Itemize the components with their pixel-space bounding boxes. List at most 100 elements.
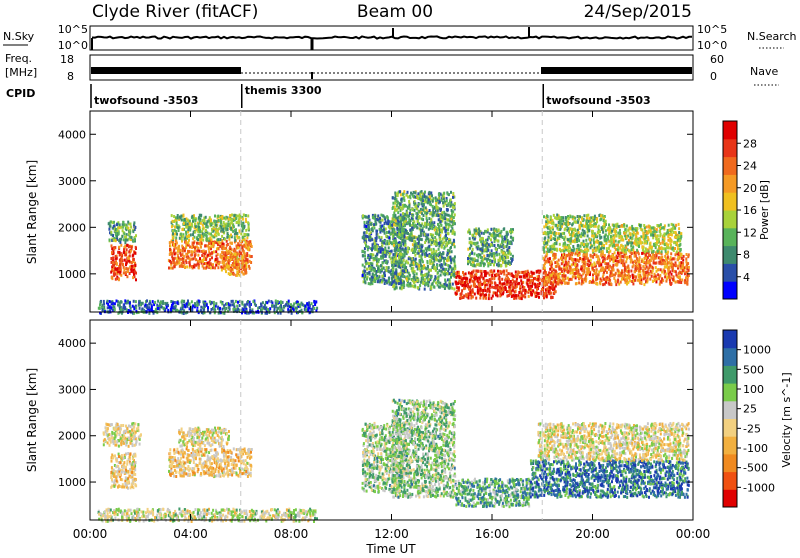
- data-cell: [406, 194, 408, 197]
- data-cell: [538, 271, 540, 274]
- data-cell: [403, 190, 405, 193]
- data-cell: [389, 240, 391, 243]
- data-cell: [632, 276, 634, 279]
- data-cell: [402, 216, 404, 219]
- data-cell: [115, 255, 117, 258]
- data-cell: [403, 205, 405, 208]
- data-cell: [541, 288, 543, 291]
- data-cell: [429, 269, 431, 272]
- data-cell: [504, 286, 506, 289]
- data-cell: [187, 222, 189, 225]
- data-cell: [444, 221, 446, 224]
- data-cell: [452, 192, 454, 195]
- data-cell: [111, 276, 113, 279]
- data-cell: [393, 229, 395, 232]
- data-cell: [613, 274, 615, 277]
- data-cell: [647, 268, 649, 271]
- data-cell: [632, 274, 634, 277]
- data-cell: [235, 260, 237, 263]
- data-cell: [111, 244, 113, 247]
- data-cell: [623, 259, 625, 262]
- data-cell: [247, 221, 249, 224]
- data-cell: [647, 279, 649, 282]
- data-cell: [420, 224, 422, 227]
- data-cell: [525, 289, 527, 292]
- data-cell: [169, 253, 171, 256]
- data-cell: [496, 253, 498, 256]
- data-cell: [491, 274, 493, 277]
- data-cell: [396, 279, 398, 282]
- data-cell: [440, 220, 442, 223]
- data-cell: [532, 272, 534, 275]
- data-cell: [179, 262, 181, 265]
- data-cell: [179, 237, 181, 240]
- data-cell: [497, 263, 499, 266]
- data-cell: [451, 250, 453, 253]
- data-cell: [440, 253, 442, 256]
- data-cell: [242, 227, 244, 230]
- data-cell: [634, 279, 636, 282]
- data-cell: [600, 278, 602, 281]
- data-cell: [562, 254, 564, 257]
- data-cell: [238, 236, 240, 239]
- data-cell: [379, 231, 381, 234]
- data-cell: [579, 276, 581, 279]
- data-cell: [473, 285, 475, 288]
- data-cell: [536, 288, 538, 291]
- data-cell: [202, 227, 204, 230]
- data-cell: [475, 229, 477, 232]
- data-cell: [236, 232, 238, 235]
- data-cell: [398, 244, 400, 247]
- data-cell: [487, 246, 489, 249]
- data-cell: [216, 241, 218, 244]
- data-cell: [494, 237, 496, 240]
- data-cell: [407, 232, 409, 235]
- data-cell: [109, 225, 111, 228]
- data-cell: [376, 263, 378, 266]
- data-cell: [377, 277, 379, 280]
- data-cell: [362, 254, 364, 257]
- data-cell: [506, 232, 508, 235]
- data-cell: [444, 216, 446, 219]
- data-cell: [439, 238, 441, 241]
- data-cell: [399, 225, 401, 228]
- data-cell: [498, 273, 500, 276]
- data-cell: [513, 280, 515, 283]
- data-cell: [175, 240, 177, 243]
- data-cell: [471, 234, 473, 237]
- data-cell: [535, 295, 537, 298]
- data-cell: [109, 239, 111, 242]
- data-cell: [396, 217, 398, 220]
- data-cell: [592, 267, 594, 270]
- data-cell: [567, 277, 569, 280]
- data-cell: [489, 273, 491, 276]
- data-cell: [443, 241, 445, 244]
- data-cell: [635, 251, 637, 254]
- data-cell: [466, 280, 468, 283]
- data-cell: [429, 240, 431, 243]
- data-cell: [392, 253, 394, 256]
- data-cell: [612, 264, 614, 267]
- data-cell: [362, 274, 364, 277]
- data-cell: [590, 259, 592, 262]
- data-cell: [600, 263, 602, 266]
- data-cell: [169, 244, 171, 247]
- data-cell: [431, 241, 433, 244]
- data-cell: [186, 235, 188, 238]
- data-cell: [135, 278, 137, 281]
- data-cell: [423, 264, 425, 267]
- data-cell: [406, 212, 408, 215]
- data-cell: [402, 269, 404, 272]
- data-cell: [616, 255, 618, 258]
- data-cell: [447, 193, 449, 196]
- data-cell: [480, 264, 482, 267]
- data-cell: [235, 217, 237, 220]
- data-cell: [427, 273, 429, 276]
- data-cell: [237, 260, 239, 263]
- data-cell: [594, 272, 596, 275]
- data-cell: [227, 228, 229, 231]
- data-cell: [467, 260, 469, 263]
- data-cell: [420, 281, 422, 284]
- data-cell: [397, 211, 399, 214]
- data-cell: [477, 256, 479, 259]
